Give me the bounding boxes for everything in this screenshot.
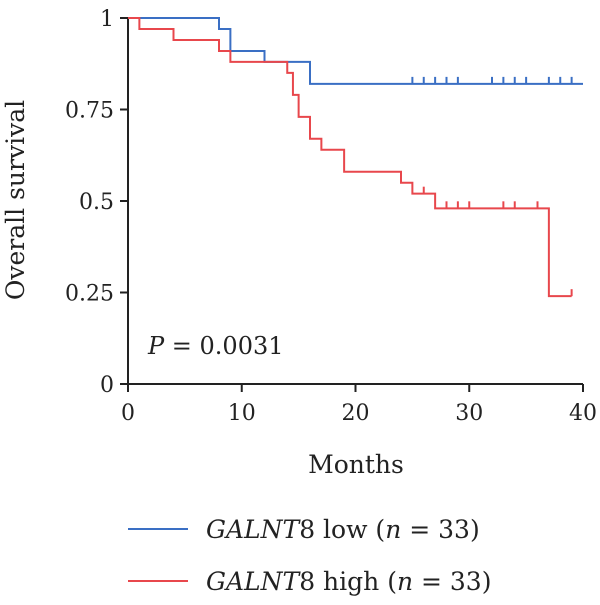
y-tick-label: 0 bbox=[100, 373, 114, 398]
legend-high-count: = 33) bbox=[413, 567, 491, 596]
y-tick-label: 1 bbox=[100, 7, 114, 32]
legend-item-low: GALNT8 low (n = 33) bbox=[128, 515, 480, 544]
legend: GALNT8 low (n = 33) GALNT8 high (n = 33) bbox=[128, 515, 491, 596]
x-tick-label: 30 bbox=[455, 401, 483, 426]
y-tick-label: 0.25 bbox=[65, 282, 114, 307]
x-tick-label: 20 bbox=[342, 401, 370, 426]
p-value: = 0.0031 bbox=[164, 332, 283, 360]
legend-label-high: GALNT8 high (n = 33) bbox=[206, 567, 491, 596]
legend-low-group: low ( bbox=[315, 515, 385, 544]
p-symbol: P bbox=[147, 332, 165, 360]
y-axis-title: Overall survival bbox=[1, 100, 30, 300]
legend-low-gene-num: 8 bbox=[299, 515, 315, 544]
legend-low-gene: GALNT bbox=[206, 515, 302, 544]
y-tick-label: 0.75 bbox=[65, 99, 114, 124]
legend-high-n: n bbox=[397, 567, 413, 596]
legend-high-group: high ( bbox=[315, 567, 397, 596]
x-tick-label: 40 bbox=[569, 401, 597, 426]
y-tick-label: 0.5 bbox=[79, 190, 114, 215]
p-value-annotation: P = 0.0031 bbox=[147, 332, 284, 360]
legend-item-high: GALNT8 high (n = 33) bbox=[128, 567, 491, 596]
series-lines bbox=[128, 17, 583, 298]
x-tick-label: 0 bbox=[121, 401, 135, 426]
survival-curve-high bbox=[128, 17, 572, 298]
x-tick-label: 10 bbox=[228, 401, 256, 426]
legend-low-n: n bbox=[385, 515, 401, 544]
legend-high-gene: GALNT bbox=[206, 567, 302, 596]
survival-curve-low bbox=[128, 17, 583, 85]
x-axis-title: Months bbox=[308, 450, 404, 479]
legend-low-count: = 33) bbox=[401, 515, 479, 544]
legend-high-gene-num: 8 bbox=[299, 567, 315, 596]
legend-label-low: GALNT8 low (n = 33) bbox=[206, 515, 480, 544]
